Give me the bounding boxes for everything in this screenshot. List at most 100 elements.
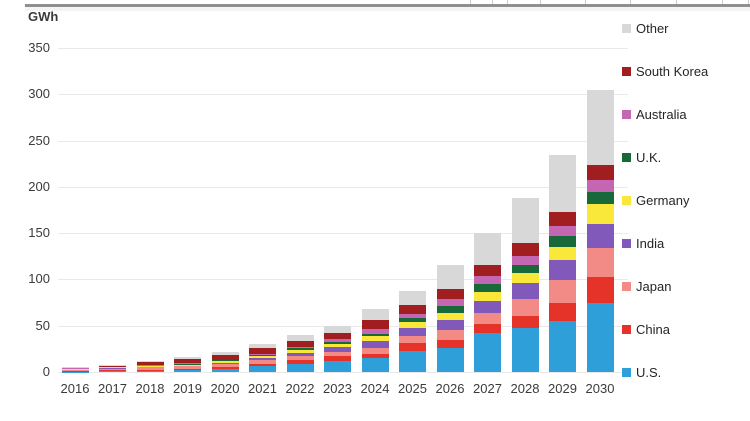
table-edge-tick [507,0,508,4]
legend-item-germany: Germany [622,193,689,208]
bar-segment-2022-japan [286,355,314,360]
bar-segment-2026-germany [436,312,464,321]
bar-segment-2023-japan [324,351,351,357]
bar-segment-2020-japan [211,364,239,367]
bar-segment-2019-australia [174,363,201,364]
bar-segment-2030-u-k- [586,192,614,205]
bar-segment-2027-australia [474,275,501,285]
bar-segment-2026-australia [436,298,464,307]
bar-segment-2024-south-korea [361,320,389,330]
legend-label: China [636,322,670,337]
bar-2023 [324,325,351,372]
bar-segment-2029-other [549,154,576,212]
bar-segment-2027-south-korea [474,264,501,276]
x-tick-label-2024: 2024 [360,381,390,396]
legend-item-china: China [622,322,670,337]
x-tick-label-2028: 2028 [510,381,540,396]
x-tick-label-2023: 2023 [323,381,352,396]
bar-2026 [436,264,464,372]
bar-segment-2025-china [399,343,426,351]
legend-label: Other [636,21,669,36]
bar-segment-2028-south-korea [511,243,539,257]
bar-segment-2023-u-k- [324,341,351,345]
bar-2029 [549,154,576,372]
y-tick-label-300: 300 [28,86,50,102]
y-tick-label-100: 100 [28,271,50,287]
bar-segment-2024-japan [361,347,389,354]
legend-swatch-icon [622,282,631,291]
bar-segment-2029-u-s- [549,321,576,372]
legend-item-u-k-: U.K. [622,150,661,165]
bar-segment-2024-germany [361,336,389,341]
legend-swatch-icon [622,196,631,205]
bar-segment-2021-india [249,358,276,361]
bar-segment-2030-other [586,89,614,165]
y-tick-label-200: 200 [28,178,50,194]
gridline-300 [58,94,628,96]
bar-segment-2021-south-korea [249,348,276,354]
bar-segment-2017-other [99,364,126,366]
bar-segment-2025-other [399,290,426,306]
bar-2021 [249,344,276,372]
x-tick-label-2029: 2029 [548,381,577,396]
bar-2024 [361,309,389,372]
legend-label: Australia [636,107,687,122]
x-tick-label-2025: 2025 [398,381,427,396]
bar-segment-2017-japan [99,368,126,371]
bar-segment-2028-india [511,283,539,299]
bar-segment-2025-india [399,327,426,336]
bar-segment-2022-south-korea [286,341,314,347]
bar-segment-2017-south-korea [99,365,126,367]
y-tick-label-0: 0 [42,364,50,379]
bar-segment-2021-germany [249,356,276,359]
bar-2016 [61,367,89,372]
legend-label: Germany [636,193,690,208]
bar-segment-2027-india [474,300,501,313]
bar-segment-2019-u-k- [174,363,201,365]
bar-segment-2019-india [174,365,201,367]
bar-segment-2020-south-korea [211,354,239,360]
legend-item-u-s-: U.S. [622,365,661,380]
bar-segment-2025-germany [399,322,426,328]
bar-segment-2019-other [174,357,201,360]
bar-segment-2019-u-s- [174,370,201,372]
legend-label: U.S. [636,365,662,380]
y-tick-label-50: 50 [35,317,50,333]
bar-segment-2028-japan [511,298,539,316]
gridline-0 [58,372,628,373]
table-edge-tick [470,0,471,4]
table-edge-tick [492,0,493,4]
bar-segment-2029-u-k- [549,235,576,248]
bar-segment-2022-china [286,359,314,364]
y-tick-label-250: 250 [28,132,50,148]
bar-segment-2027-china [474,323,501,334]
bar-segment-2029-south-korea [549,211,576,226]
gridline-100 [58,279,628,281]
bar-segment-2018-u-s- [136,370,164,372]
bar-segment-2024-australia [361,329,389,334]
bar-segment-2021-other [249,344,276,349]
x-tick-label-2022: 2022 [285,381,315,396]
legend-label: U.K. [636,150,662,165]
x-tick-label-2026: 2026 [435,381,465,396]
bar-segment-2028-germany [511,272,539,284]
bar-segment-2026-other [436,264,464,289]
bar-segment-2024-u-k- [361,333,389,337]
legend-label: India [636,236,665,251]
bar-segment-2026-u-s- [436,347,464,372]
bar-segment-2023-india [324,347,351,352]
legend: Other South Korea Australia U.K. Germany Indi… [620,0,750,421]
bar-segment-2023-germany [324,344,351,348]
bar-segment-2030-japan [586,247,614,277]
bar-segment-2030-china [586,276,614,303]
table-edge-tick [585,0,586,4]
legend-swatch-icon [622,368,631,377]
x-tick-label-2030: 2030 [585,381,615,396]
table-edge-shade [25,7,750,11]
table-edge-tick [748,0,749,4]
bar-segment-2020-other [211,351,239,355]
bar-segment-2021-u-s- [249,366,276,372]
gridline-250 [58,140,628,142]
bar-segment-2027-other [474,233,501,265]
bar-segment-2023-u-s- [324,360,351,372]
